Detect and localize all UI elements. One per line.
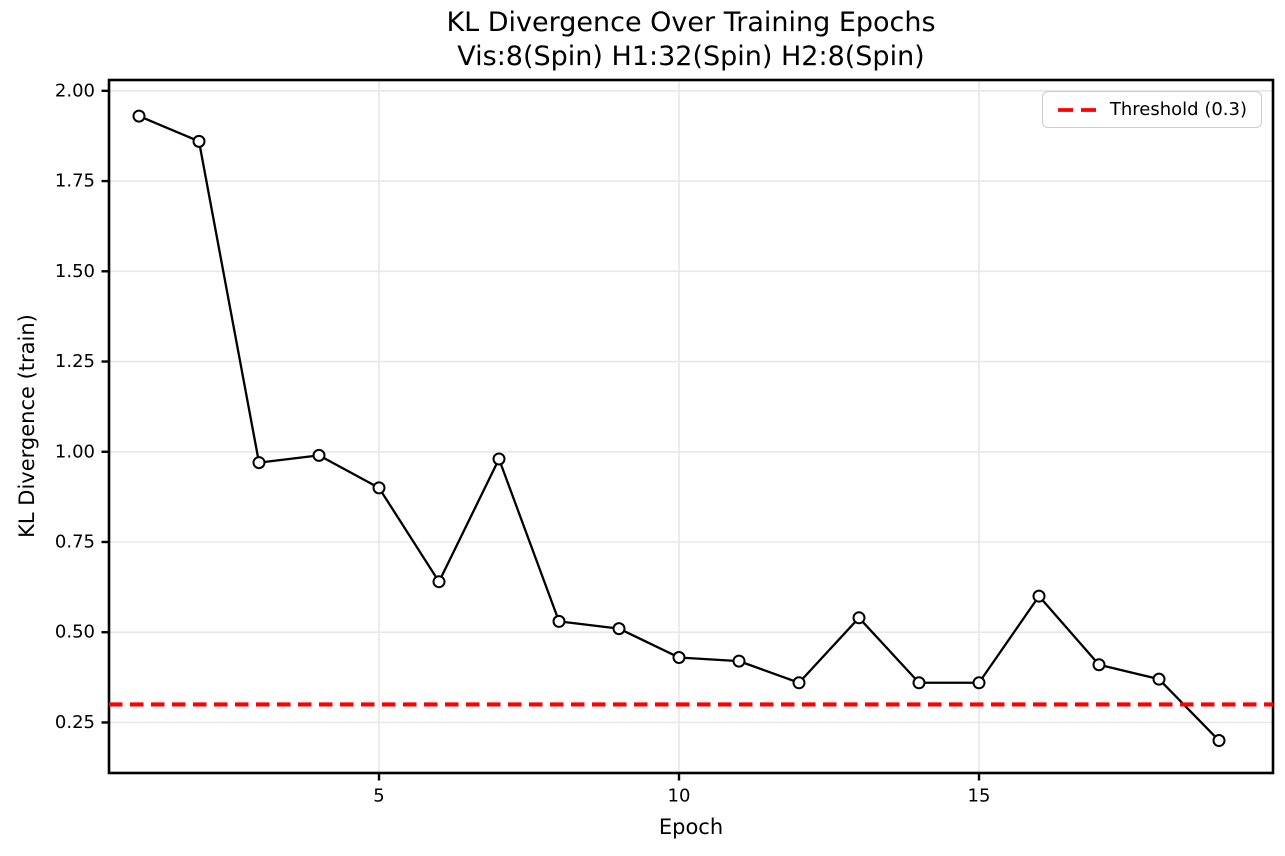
x-tick-label: 10: [668, 786, 691, 807]
x-axis-label: Epoch: [658, 815, 724, 839]
data-point: [672, 651, 686, 664]
data-point: [192, 134, 206, 148]
data-point: [852, 611, 866, 625]
data-point: [972, 676, 986, 690]
y-tick-label: 1.00: [55, 441, 95, 462]
y-tick-label: 1.75: [55, 171, 95, 192]
y-tick-label: 0.50: [55, 622, 95, 643]
data-point: [312, 448, 326, 462]
data-point: [492, 452, 506, 466]
x-tick-label: 15: [968, 786, 991, 807]
x-tick-label: 5: [373, 786, 384, 807]
y-tick-label: 1.25: [55, 351, 95, 372]
legend: Threshold (0.3): [1041, 91, 1262, 128]
plot-border: [107, 78, 1275, 775]
data-point: [552, 614, 566, 628]
chart-title-block: KL Divergence Over Training Epochs Vis:8…: [109, 6, 1273, 74]
data-point: [1152, 672, 1166, 686]
y-tick-label: 0.75: [55, 532, 95, 553]
y-axis-label: KL Divergence (train): [15, 314, 39, 538]
data-point: [132, 109, 146, 123]
data-point: [432, 575, 446, 589]
chart-title: KL Divergence Over Training Epochs: [446, 7, 936, 38]
data-point: [1032, 589, 1046, 603]
data-point: [1092, 658, 1106, 672]
data-point: [252, 456, 266, 470]
chart-subtitle: Vis:8(Spin) H1:32(Spin) H2:8(Spin): [457, 41, 925, 72]
legend-threshold-label: Threshold (0.3): [1109, 99, 1247, 120]
y-tick-label: 2.00: [55, 80, 95, 101]
data-point: [792, 676, 806, 690]
data-point: [372, 481, 386, 495]
data-point: [1212, 734, 1226, 748]
threshold-dash-icon: [1057, 107, 1096, 112]
data-point: [732, 654, 746, 668]
data-point: [912, 676, 926, 690]
y-tick-label: 1.50: [55, 261, 95, 282]
data-point: [612, 622, 626, 636]
y-tick-label: 0.25: [55, 712, 95, 733]
